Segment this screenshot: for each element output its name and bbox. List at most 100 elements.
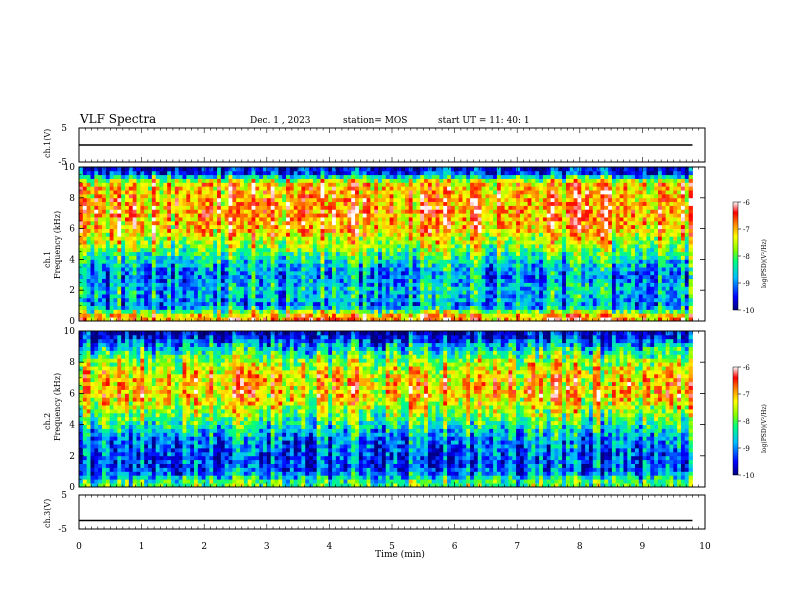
ch1-spectrogram-cell bbox=[493, 290, 498, 295]
ch1-spectrogram-cell bbox=[163, 220, 168, 226]
ch1-spectrogram-cell bbox=[289, 290, 295, 295]
ch1-spectrogram-cell bbox=[309, 255, 314, 260]
ch1-spectrogram-cell bbox=[312, 278, 318, 283]
ch1-spectrogram-cell bbox=[217, 182, 222, 187]
ch1-spectrogram-cell bbox=[190, 305, 195, 310]
ch1-spectrogram-cell bbox=[251, 193, 256, 199]
ch1-spectrogram-cell bbox=[266, 294, 272, 299]
ch1-spectrogram-cell bbox=[117, 217, 122, 222]
ch1-spectrogram-cell bbox=[167, 197, 172, 203]
ch1-spectrogram-cell bbox=[316, 305, 321, 310]
ch1-spectrogram-cell bbox=[527, 259, 532, 264]
ch1-spectrogram-cell bbox=[297, 205, 302, 210]
ch1-spectrogram-cell bbox=[450, 232, 456, 237]
ch1-spectrogram-cell bbox=[144, 305, 149, 310]
ch1-spectrogram-cell bbox=[508, 282, 513, 287]
ch1-spectrogram-cell bbox=[105, 286, 111, 291]
ch1-spectrogram-cell bbox=[496, 213, 502, 218]
ch1-spectrogram-cell bbox=[362, 190, 367, 195]
ch1-spectrogram-cell bbox=[117, 205, 122, 210]
ch1-spectrogram-cell bbox=[343, 244, 348, 249]
ch1-spectrogram-cell bbox=[297, 190, 302, 195]
ch1-spectrogram-cell bbox=[508, 263, 513, 268]
ch1-spectrogram-cell bbox=[140, 255, 145, 260]
ch1-spectrogram-cell bbox=[243, 263, 249, 268]
ch1-spectrogram-cell bbox=[209, 232, 214, 237]
ch1-spectrogram-cell bbox=[431, 309, 436, 314]
ch1-spectrogram-cell bbox=[171, 244, 176, 249]
ch1-spectrogram-cell bbox=[447, 209, 452, 214]
ch1-spectrogram-cell bbox=[182, 170, 187, 176]
ch1-spectrogram-cell bbox=[312, 170, 318, 176]
ch1-spectrogram-cell bbox=[328, 217, 333, 222]
ch1-spectrogram-cell bbox=[500, 193, 505, 199]
ch1-spectrogram-cell bbox=[466, 186, 471, 191]
ch1-spectrogram-cell bbox=[527, 213, 532, 218]
ch1-spectrogram-cell bbox=[82, 170, 88, 176]
ch1-spectrogram-cell bbox=[324, 209, 329, 214]
ch1-spectrogram-cell bbox=[508, 182, 513, 187]
ch1-spectrogram-cell bbox=[190, 263, 195, 268]
ch1-spectrogram-cell bbox=[224, 313, 229, 318]
ch1-spectrogram-cell bbox=[217, 317, 222, 322]
ch1-spectrogram-cell bbox=[343, 286, 348, 291]
ch1-spectrogram-cell bbox=[519, 193, 525, 199]
ch1-spectrogram-cell bbox=[458, 267, 463, 272]
ch1-spectrogram-cell bbox=[397, 205, 402, 210]
ch1-spectrogram-cell bbox=[312, 290, 318, 295]
ch1-spectrogram-cell bbox=[171, 263, 176, 268]
ch1-spectrogram-cell bbox=[427, 240, 433, 245]
ch1-spectrogram-cell bbox=[201, 182, 206, 187]
ch1-spectrogram-cell bbox=[201, 305, 206, 310]
ch1-spectrogram-cell bbox=[125, 255, 130, 260]
ch1-spectrogram-cell bbox=[404, 178, 410, 183]
ch1-spectrogram-cell bbox=[251, 278, 256, 283]
ch1-spectrogram-cell bbox=[370, 232, 375, 237]
ch1-spectrogram-cell bbox=[508, 301, 513, 306]
ch1-spectrogram-cell bbox=[389, 167, 394, 172]
ch1-spectrogram-cell bbox=[381, 294, 387, 299]
ch1-spectrogram-cell bbox=[431, 297, 436, 303]
ch1-spectrogram-cell bbox=[519, 240, 525, 245]
ch1-spectrogram-cell bbox=[197, 251, 203, 256]
ch1-spectrogram-cell bbox=[94, 297, 99, 303]
ch1-spectrogram-cell bbox=[301, 255, 306, 260]
ch1-spectrogram-cell bbox=[86, 267, 91, 272]
ch1-spectrogram-cell bbox=[102, 182, 107, 187]
ch1-spectrogram-cell bbox=[94, 232, 99, 237]
ch1-spectrogram-cell bbox=[259, 282, 264, 287]
ch1-spectrogram-cell bbox=[424, 224, 429, 229]
ch1-spectrogram-cell bbox=[132, 182, 137, 187]
ch1-spectrogram-cell bbox=[412, 228, 417, 233]
ch1-spectrogram-cell bbox=[332, 255, 337, 260]
ch1-spectrogram-cell bbox=[309, 240, 314, 245]
ch1-spectrogram-cell bbox=[266, 282, 272, 287]
ch1-spectrogram-cell bbox=[439, 236, 444, 241]
ch1-spectrogram-cell bbox=[447, 190, 452, 195]
ch1-spectrogram-cell bbox=[144, 270, 149, 276]
ch1-spectrogram-cell bbox=[236, 186, 241, 191]
ch1-spectrogram-cell bbox=[278, 267, 283, 272]
ch1-spectrogram-cell bbox=[201, 278, 206, 283]
ch1-spectrogram-cell bbox=[155, 309, 160, 314]
ch1-spectrogram-cell bbox=[278, 244, 283, 249]
ch1-spectrogram-cell bbox=[328, 309, 333, 314]
ch1-spectrogram-cell bbox=[220, 178, 226, 183]
ch1-spectrogram-cell bbox=[404, 228, 410, 233]
ch1-spectrogram-cell bbox=[90, 232, 95, 237]
ch1-spectrogram-cell bbox=[309, 274, 314, 280]
ch1-spectrogram-cell bbox=[201, 259, 206, 264]
ch1-spectrogram-cell bbox=[358, 263, 364, 268]
ch1-spectrogram-cell bbox=[477, 205, 482, 210]
ch1-spectrogram-cell bbox=[282, 286, 287, 291]
ch1-spectrogram-cell bbox=[450, 186, 456, 191]
ch1-spectrogram-cell bbox=[412, 309, 417, 314]
ch1-spectrogram-cell bbox=[450, 213, 456, 218]
ch1-spectrogram-cell bbox=[224, 167, 229, 172]
ch1-spectrogram-cell bbox=[121, 182, 126, 187]
ch1-spectrogram-cell bbox=[197, 278, 203, 283]
ch1-spectrogram-cell bbox=[450, 247, 456, 253]
ch1-spectrogram-cell bbox=[171, 274, 176, 280]
ch1-spectrogram-cell bbox=[427, 309, 433, 314]
ch1-spectrogram-cell bbox=[408, 201, 413, 206]
